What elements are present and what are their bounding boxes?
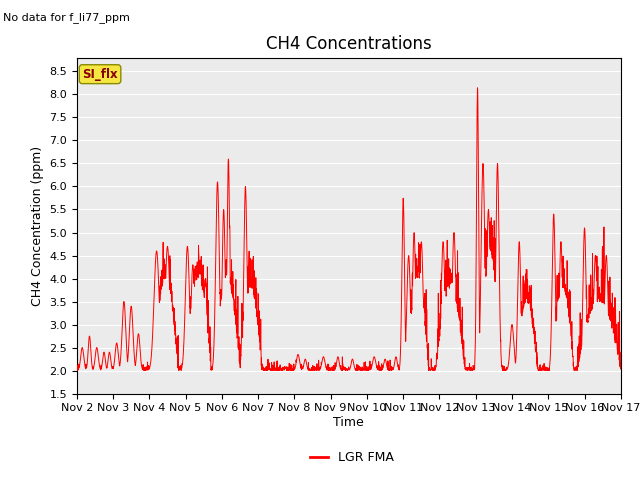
Title: CH4 Concentrations: CH4 Concentrations [266,35,431,53]
Y-axis label: CH4 Concentration (ppm): CH4 Concentration (ppm) [31,145,44,306]
Text: No data for f_li77_ppm: No data for f_li77_ppm [3,12,130,23]
Text: SI_flx: SI_flx [82,68,118,81]
X-axis label: Time: Time [333,416,364,429]
Legend: LGR FMA: LGR FMA [305,446,399,469]
